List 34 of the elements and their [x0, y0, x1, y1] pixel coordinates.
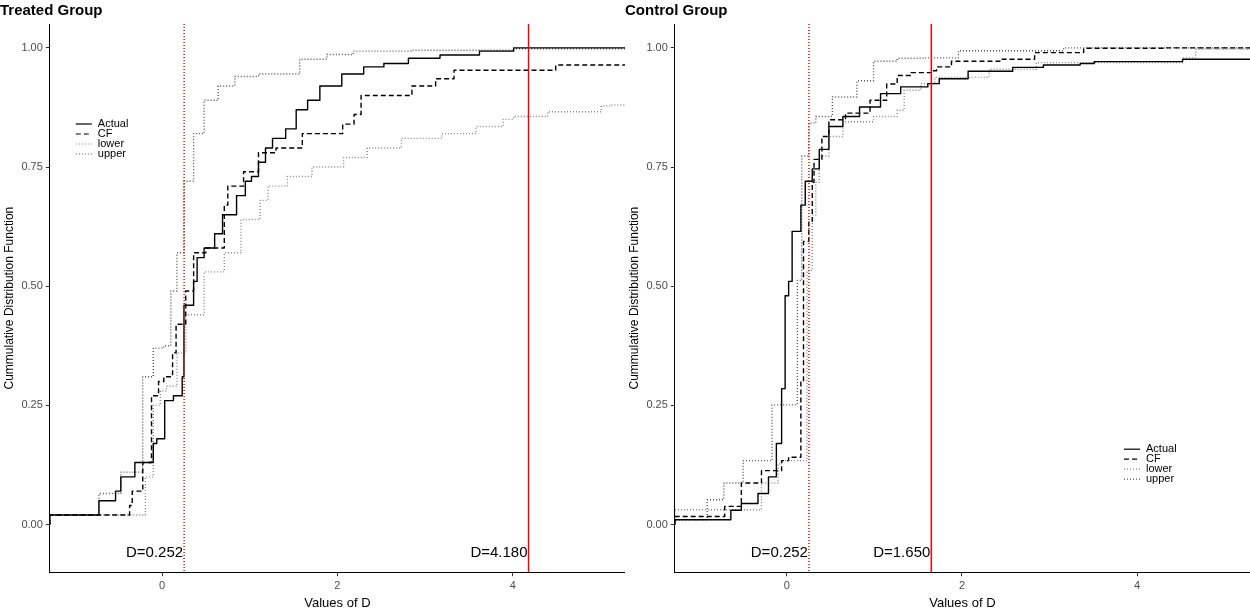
y-tick-label: 0.25	[21, 398, 43, 411]
y-tick-label: 0.75	[21, 160, 43, 173]
y-tick-label: 0.00	[21, 517, 43, 530]
x-axis-title: Values of D	[929, 594, 996, 610]
legend-label: CF	[97, 127, 113, 140]
annotation: D=1.650	[873, 543, 931, 561]
y-tick-label: 0.50	[646, 279, 668, 292]
x-tick-label: 0	[158, 578, 166, 591]
annotation: D=0.252	[750, 543, 808, 561]
x-axis-title: Values of D	[304, 594, 371, 610]
y-tick-label: 0.00	[646, 517, 668, 530]
annotation: D=0.252	[126, 543, 184, 561]
y-axis-title: Cummulative Distribution Function	[1, 206, 16, 390]
y-tick-label: 0.50	[21, 279, 43, 292]
x-tick-label: 0	[783, 578, 790, 591]
annotation: D=4.180	[470, 543, 528, 561]
legend-label: Actual	[1146, 442, 1177, 455]
chart-title: Control Group	[625, 1, 728, 19]
chart-title: Treated Group	[0, 1, 103, 19]
x-tick-label: 2	[334, 578, 341, 591]
x-tick-label: 4	[1134, 578, 1141, 591]
legend-label: Actual	[97, 117, 129, 130]
x-tick-label: 4	[509, 578, 516, 591]
y-tick-label: 1.00	[646, 40, 668, 53]
y-tick-label: 1.00	[21, 40, 43, 53]
legend-label: CF	[1146, 452, 1161, 465]
legend-label: lower	[97, 137, 125, 150]
y-tick-label: 0.75	[646, 160, 668, 173]
legend-label: upper	[97, 147, 127, 160]
y-axis-title: Cummulative Distribution Function	[626, 206, 641, 390]
x-tick-label: 2	[958, 578, 966, 591]
legend-label: lower	[1146, 462, 1173, 475]
y-tick-label: 0.25	[646, 398, 668, 411]
legend-label: upper	[1146, 472, 1175, 485]
